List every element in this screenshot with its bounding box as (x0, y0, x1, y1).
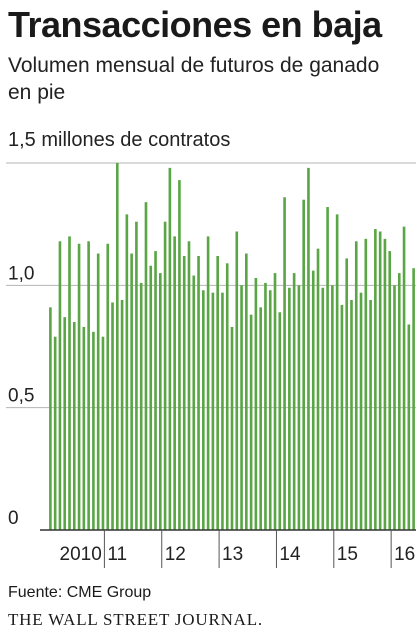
publisher-logo: THE WALL STREET JOURNAL. (8, 610, 263, 629)
bar (259, 307, 262, 530)
bar (58, 241, 62, 530)
bar (159, 273, 162, 530)
bar (211, 292, 215, 530)
bar (273, 273, 277, 530)
bar (388, 251, 392, 530)
bar (63, 317, 67, 530)
bar (383, 238, 387, 530)
bar (340, 304, 344, 530)
bar (249, 314, 253, 530)
y-axis-unit-label: 1,5 millones de contratos (8, 129, 231, 151)
source-note: Fuente: CME Group (8, 584, 152, 601)
bar (354, 241, 358, 530)
bar (168, 167, 172, 530)
bar (120, 300, 124, 530)
bar (307, 167, 310, 530)
bar (283, 197, 286, 530)
bar (316, 248, 320, 530)
bar (182, 255, 186, 530)
bar (326, 207, 329, 530)
x-tick-label: 2010 (60, 544, 102, 565)
bar (397, 273, 401, 530)
bar (82, 326, 86, 530)
bar (297, 285, 301, 530)
x-tick-label: 14 (279, 544, 301, 565)
bar (96, 253, 100, 530)
bar (101, 336, 105, 530)
bar (321, 287, 325, 530)
bar (374, 229, 377, 530)
bar (407, 324, 411, 530)
x-tick-label: 13 (222, 544, 243, 565)
y-tick-label: 1,0 (8, 263, 34, 284)
bar (197, 255, 200, 530)
bar (288, 287, 291, 530)
bar (149, 265, 153, 530)
x-tick-label: 15 (337, 544, 358, 565)
bar (135, 221, 138, 530)
bar (335, 214, 339, 530)
bar (268, 290, 272, 530)
bar (187, 241, 191, 530)
bar (364, 238, 368, 530)
bar (216, 255, 219, 530)
y-tick-label: 0 (8, 508, 19, 529)
bar (68, 236, 71, 530)
bar-chart: 0 0,5 1,0 2010 11 12 13 14 15 16 (6, 162, 416, 568)
bar (225, 263, 229, 530)
y-tick-label: 0,5 (8, 386, 34, 407)
bar (230, 326, 234, 530)
bar (412, 268, 415, 530)
bar (221, 292, 224, 530)
bar (345, 258, 349, 530)
bar (206, 236, 210, 530)
bar (402, 226, 406, 531)
bar (350, 300, 353, 530)
bar (254, 277, 258, 530)
bar (311, 270, 315, 530)
bar (378, 231, 382, 530)
bar (77, 243, 81, 530)
bar (72, 322, 76, 530)
bar (302, 199, 305, 530)
bar (130, 253, 133, 530)
x-tick-label: 12 (165, 544, 186, 565)
bar (154, 251, 157, 530)
bar (240, 285, 243, 530)
bar (235, 231, 239, 530)
x-tick-label: 11 (107, 544, 127, 565)
bar (173, 236, 176, 530)
bar (115, 163, 119, 530)
bar (178, 180, 181, 530)
bar (49, 307, 52, 530)
x-tick-label: 16 (394, 544, 415, 565)
bar (192, 275, 196, 530)
bar (92, 331, 95, 530)
chart-subtitle: Volumen mensual de futuros de ganado en … (8, 54, 380, 104)
bar (111, 302, 114, 530)
bar (292, 273, 296, 530)
bar (144, 202, 148, 530)
chart-title: Transacciones en baja (8, 4, 382, 45)
bar (278, 312, 282, 530)
bar (245, 253, 248, 530)
bar (53, 336, 57, 530)
bar (331, 285, 334, 530)
bar (87, 241, 90, 530)
bar (202, 290, 205, 530)
bar (106, 243, 110, 530)
bar (125, 214, 129, 530)
bar (264, 282, 267, 530)
bar (139, 282, 143, 530)
bar (369, 300, 372, 530)
bar (163, 221, 167, 530)
bar (393, 285, 396, 530)
bar (359, 292, 363, 530)
